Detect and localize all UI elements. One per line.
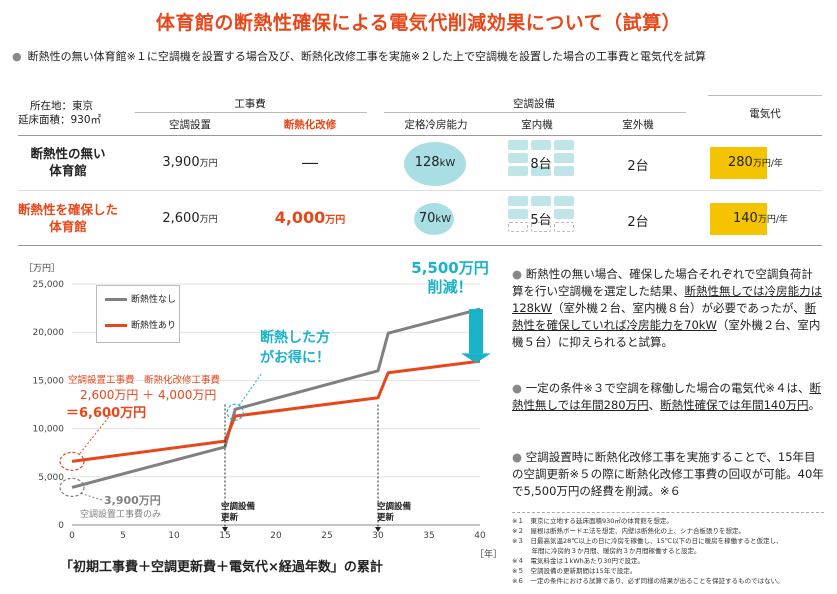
cell-outdoor: 2台 bbox=[627, 215, 649, 230]
renewal-marker-arrow bbox=[375, 527, 381, 532]
no-insulation-caption: 空調設置工事費のみ bbox=[80, 510, 162, 520]
renewal-marker-arrow bbox=[222, 527, 228, 532]
chart-caption: 「初期工事費＋空調更新費＋電気代×経過年数」の累計 bbox=[60, 560, 383, 575]
legend-label: 断熱性あり bbox=[131, 321, 177, 331]
break-even-circle bbox=[226, 403, 244, 421]
note-1: ● 断熱性の無い場合、確保した場合それぞれで空調負荷計算を行い空調機を選定した結… bbox=[512, 267, 823, 349]
legend-swatch bbox=[105, 298, 127, 301]
x-tick-label: 25 bbox=[321, 531, 332, 541]
cell-outdoor: 2台 bbox=[627, 159, 649, 174]
legend-swatch bbox=[105, 324, 127, 327]
x-tick-label: 0 bbox=[69, 531, 75, 541]
footnotes: ※１ 東京に立地する延床面積930㎡の体育館を想定。 ※２ 屋根は断熱ボードエ法… bbox=[512, 512, 824, 586]
x-axis-unit: ［年］ bbox=[475, 550, 503, 560]
cell-electricity: 140万円/年 bbox=[733, 211, 788, 226]
x-tick-label: 20 bbox=[270, 531, 282, 541]
divider bbox=[18, 245, 822, 246]
y-tick-label: 5,000 bbox=[38, 473, 64, 483]
series-line bbox=[71, 359, 481, 463]
cost-chart: 0 5,000 10,000 15,000 20,000 25,000 0 5 10 15 20 25… bbox=[33, 280, 491, 541]
note-3: ● 空調設置時に断熱化改修工事を実施することで、15年目の空調更新※５の際に断熱… bbox=[512, 450, 824, 498]
cell-indoor: 8台 bbox=[530, 157, 552, 172]
x-tick-label: 15 bbox=[219, 531, 230, 541]
location-line1: 所在地：東京 bbox=[30, 100, 93, 112]
row-label-no-insulation: 断熱性の無い 体育館 bbox=[30, 146, 106, 178]
no-insulation-cost: 3,900万円 bbox=[104, 494, 161, 507]
x-tick-label: 10 bbox=[168, 531, 180, 541]
cell-capacity: 128kW bbox=[414, 155, 456, 170]
cell-capacity: 70kW bbox=[418, 211, 452, 226]
divider bbox=[708, 95, 822, 96]
x-tick-label: 5 bbox=[120, 531, 126, 541]
initial-cost-label: 空調設置工事費 断熱化改修工事費 bbox=[68, 375, 221, 386]
divider bbox=[18, 135, 822, 136]
renewal-label-30: 空調設備 更新 bbox=[377, 502, 412, 523]
y-tick-label: 25,000 bbox=[33, 280, 65, 290]
electricity-bar bbox=[710, 147, 767, 179]
subtitle-text: 断熱性の無い体育館※１に空調機を設置する場合及び、断熱化改修工事を実施※２した上… bbox=[27, 50, 707, 63]
location-line2: 延床面積：930㎡ bbox=[18, 114, 102, 126]
page-title: 体育館の断熱性確保による電気代削減効果について（試算） bbox=[155, 12, 682, 34]
initial-cost-sum: 2,600万円 ＋ 4,000万円 bbox=[80, 388, 217, 402]
chart-series bbox=[71, 307, 481, 489]
x-tick-label: 30 bbox=[372, 531, 384, 541]
bullet-icon: ● bbox=[12, 50, 22, 63]
cell-insulation: ― bbox=[302, 153, 318, 172]
savings-arrow-shaft bbox=[469, 309, 483, 354]
no-insulation-circle bbox=[59, 477, 85, 498]
y-axis-unit: ［万円］ bbox=[24, 264, 61, 274]
initial-cost-total: ＝6,600万円 bbox=[66, 406, 147, 421]
bullet-icon: ● bbox=[512, 450, 523, 464]
series-line bbox=[71, 307, 481, 489]
chart-grid bbox=[72, 283, 480, 526]
header-construction: 工事費 bbox=[234, 98, 266, 110]
initial-cost-circle bbox=[59, 451, 85, 471]
divider bbox=[18, 190, 822, 191]
header-equipment: 空調設備 bbox=[513, 98, 555, 110]
cell-insulation: 4,000万円 bbox=[274, 208, 346, 227]
cell-ac-install: 2,600万円 bbox=[162, 211, 218, 226]
cell-indoor: 5台 bbox=[530, 213, 552, 228]
leader-line bbox=[238, 372, 263, 406]
chart-axes: 0 5,000 10,000 15,000 20,000 25,000 0 5 10 15 20 25… bbox=[33, 280, 486, 541]
y-tick-label: 20,000 bbox=[33, 328, 65, 338]
y-tick-label: 0 bbox=[58, 521, 64, 531]
header-indoor: 室内機 bbox=[521, 119, 553, 131]
x-tick-label: 40 bbox=[474, 531, 486, 541]
header-outdoor: 室外機 bbox=[622, 119, 654, 131]
savings-callout: 5,500万円 削減！ bbox=[411, 259, 489, 296]
cell-electricity: 280万円/年 bbox=[728, 155, 783, 170]
cell-ac-install: 3,900万円 bbox=[162, 155, 218, 170]
legend-label: 断熱性なし bbox=[131, 295, 177, 305]
note-2: ● 一定の条件※３で空調を稼働した場合の電気代※４は、断熱性無しでは年間280万… bbox=[512, 381, 821, 412]
header-insulation: 断熱化改修 bbox=[283, 119, 337, 131]
leader-line bbox=[80, 492, 103, 501]
chart-legend: 断熱性なし 断熱性あり bbox=[96, 285, 180, 343]
x-tick-label: 35 bbox=[423, 531, 434, 541]
row-label-insulated: 断熱性を確保した 体育館 bbox=[17, 202, 118, 234]
chart-annotations bbox=[59, 309, 491, 532]
y-tick-label: 10,000 bbox=[33, 425, 65, 435]
header-capacity: 定格冷房能力 bbox=[404, 119, 468, 131]
savings-arrow-head bbox=[461, 353, 491, 364]
header-electricity: 電気代 bbox=[749, 108, 781, 120]
bullet-icon: ● bbox=[512, 381, 523, 395]
header-ac-install: 空調設置 bbox=[169, 119, 211, 131]
subtitle: ● 断熱性の無い体育館※１に空調機を設置する場合及び、断熱化改修工事を実施※２した… bbox=[12, 48, 706, 64]
bullet-icon: ● bbox=[512, 267, 523, 281]
leader-line bbox=[79, 412, 113, 454]
renewal-label-15: 空調設備 更新 bbox=[221, 502, 256, 523]
y-tick-label: 15,000 bbox=[33, 376, 65, 386]
capacity-ellipse bbox=[414, 203, 454, 235]
electricity-bar bbox=[710, 203, 767, 235]
capacity-ellipse bbox=[404, 142, 466, 186]
divider bbox=[384, 112, 686, 113]
better-callout: 断熱した方 がお得に！ bbox=[260, 330, 330, 366]
divider bbox=[135, 112, 367, 113]
